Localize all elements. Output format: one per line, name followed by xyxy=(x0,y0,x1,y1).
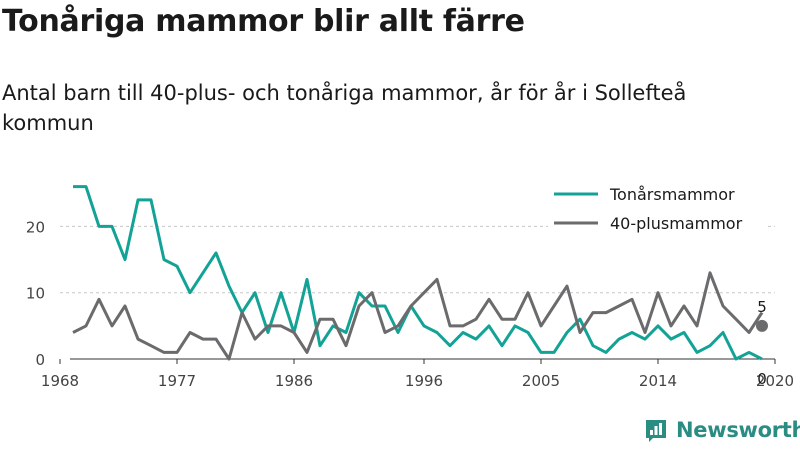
legend-label: Tonårsmammor xyxy=(609,185,735,204)
x-tick-label: 1977 xyxy=(158,372,196,390)
end-value-label: 5 xyxy=(757,298,767,316)
end-value-label: 0 xyxy=(757,370,767,388)
end-point xyxy=(756,319,768,332)
x-tick-label: 1968 xyxy=(41,372,79,390)
legend-box xyxy=(548,178,766,238)
x-tick-label: 2005 xyxy=(522,372,560,390)
chart-subtitle: Antal barn till 40-plus- och tonåriga ma… xyxy=(2,81,687,135)
y-tick-label: 0 xyxy=(35,351,45,369)
x-tick-label: 2014 xyxy=(639,372,677,390)
chart-title: Tonåriga mammor blir allt färre xyxy=(2,4,525,39)
legend-label: 40-plusmammor xyxy=(610,214,743,233)
x-tick-label: 2020 xyxy=(756,372,794,390)
x-tick-label: 1996 xyxy=(405,372,443,390)
newsworthy-logo: Newsworthy xyxy=(644,418,800,442)
y-tick-label: 10 xyxy=(26,285,45,303)
brand-name: Newsworthy xyxy=(676,418,800,442)
bar-chart-icon xyxy=(646,420,666,442)
x-tick-label: 1986 xyxy=(275,372,313,390)
series-line-40-plusmammor xyxy=(72,271,764,361)
y-tick-label: 20 xyxy=(26,218,45,236)
series-line-Tonårsmammor xyxy=(73,185,763,361)
